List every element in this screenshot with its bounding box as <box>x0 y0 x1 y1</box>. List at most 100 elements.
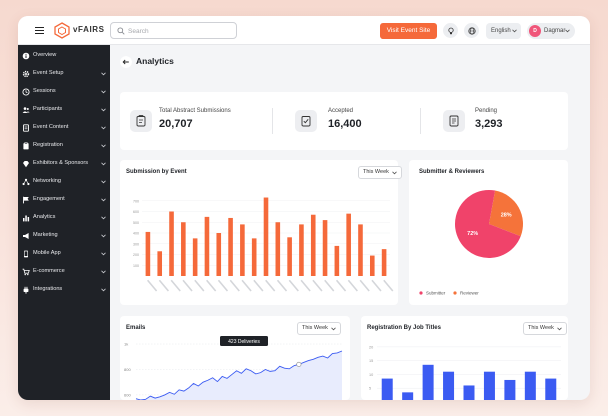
y-tick-label: 1k <box>124 342 128 347</box>
bar <box>381 378 393 400</box>
lightbulb-icon <box>447 27 454 34</box>
info-icon <box>22 52 30 60</box>
x-tick-label <box>229 279 240 292</box>
sidebar-item-engagement[interactable]: Engagement <box>18 192 110 208</box>
sidebar: Overview Event Setup Sessions Participants E… <box>18 45 110 400</box>
search-icon <box>117 27 125 35</box>
sidebar-item-analytics[interactable]: Analytics <box>18 210 110 226</box>
sidebar-item-sessions[interactable]: Sessions <box>18 84 110 100</box>
x-tick-label <box>253 279 264 292</box>
back-arrow-icon[interactable] <box>120 56 132 68</box>
hover-marker <box>296 361 302 367</box>
sidebar-item-overview[interactable]: Overview <box>18 48 110 64</box>
bar <box>463 385 475 400</box>
series-line <box>135 350 343 400</box>
bar <box>483 371 495 400</box>
tips-button[interactable] <box>443 23 458 38</box>
accepted-stat-icon-box <box>295 110 317 132</box>
select-value: This Week <box>302 325 328 331</box>
legend-dot <box>453 291 457 295</box>
x-tick-label <box>347 279 358 292</box>
sidebar-item-participants[interactable]: Participants <box>18 102 110 118</box>
sidebar-item-e-commerce[interactable]: E-commerce <box>18 264 110 280</box>
clock-icon <box>22 88 30 96</box>
card-title: Registration By Job Titles <box>367 325 441 331</box>
sidebar-item-event-setup[interactable]: Event Setup <box>18 66 110 82</box>
language-select[interactable]: English <box>486 23 521 39</box>
y-tick-label: 15 <box>369 359 373 363</box>
select-value: This Week <box>528 325 554 331</box>
x-tick-label <box>217 279 229 292</box>
user-name: Dagmar <box>544 28 566 34</box>
x-tick-label <box>335 279 347 292</box>
pie-slice <box>455 190 521 258</box>
stat-label: Pending <box>475 108 498 114</box>
menu-icon[interactable] <box>35 27 44 34</box>
chevron-down-icon <box>101 90 106 94</box>
chevron-down-icon <box>392 171 397 175</box>
y-tick-label: 700 <box>133 199 139 203</box>
bar <box>216 233 222 276</box>
sidebar-item-event-content[interactable]: Event Content <box>18 120 110 136</box>
vfairs-logo-icon <box>54 22 70 39</box>
stat-value: 16,400 <box>328 118 362 130</box>
y-tick-label: 200 <box>133 253 139 257</box>
bar <box>402 392 414 400</box>
clipboard-icon <box>23 142 29 150</box>
chevron-down-icon <box>101 180 106 184</box>
chevron-down-icon <box>101 270 106 274</box>
sidebar-item-registration[interactable]: Registration <box>18 138 110 154</box>
chevron-down-icon <box>101 126 106 130</box>
user-menu[interactable]: D Dagmar <box>527 23 575 39</box>
chevron-down-icon <box>101 252 106 256</box>
sidebar-item-mobile-app[interactable]: Mobile App <box>18 246 110 262</box>
chevron-down-icon <box>557 327 562 331</box>
language-globe-button[interactable] <box>464 23 479 38</box>
globe-icon <box>467 26 476 35</box>
sidebar-item-label: Mobile App <box>33 250 61 256</box>
sidebar-item-networking[interactable]: Networking <box>18 174 110 190</box>
sidebar-item-label: E-commerce <box>33 268 65 274</box>
gear-icon <box>22 70 30 78</box>
job-titles-card: Registration By Job Titles This Week 20 1… <box>361 316 568 400</box>
bar <box>381 249 387 276</box>
network-icon <box>22 178 30 186</box>
sidebar-item-label: Participants <box>33 106 63 112</box>
stat-value: 3,293 <box>475 118 503 130</box>
bar <box>422 364 434 400</box>
chevron-down-icon <box>101 234 106 238</box>
tooltip <box>220 336 268 346</box>
line-area <box>136 351 342 400</box>
emails-line-chart: 1k 800 600 423 Deliveries <box>124 336 343 400</box>
submitter-reviewers-pie-chart: 28% 72% Submitter Reviewer <box>419 190 523 296</box>
sidebar-item-exhibitors-sponsors[interactable]: Exhibitors & Sponsors <box>18 156 110 172</box>
document-icon <box>23 124 29 132</box>
document-icon <box>449 115 459 127</box>
time-filter-select[interactable]: This Week <box>297 322 341 335</box>
main-content: Analytics Total Abstract Submissions 20,… <box>110 45 590 400</box>
select-value: This Week <box>363 169 389 175</box>
sidebar-item-integrations[interactable]: Integrations <box>18 282 110 298</box>
legend-label: Reviewer <box>460 291 479 296</box>
x-tick-label <box>312 279 323 292</box>
stat-label: Accepted <box>328 108 354 114</box>
visit-event-site-button[interactable]: Visit Event Site <box>380 23 437 39</box>
sidebar-item-label: Sessions <box>33 88 56 94</box>
sidebar-item-marketing[interactable]: Marketing <box>18 228 110 244</box>
chevron-down-icon <box>101 144 106 148</box>
x-tick-label <box>300 279 311 292</box>
plug-icon <box>23 286 29 294</box>
bar <box>145 231 151 276</box>
search-box[interactable] <box>110 22 237 39</box>
bar <box>251 238 257 276</box>
bar-chart-icon <box>23 215 30 222</box>
bar <box>310 214 316 276</box>
x-tick-label <box>265 279 276 292</box>
y-tick-label: 5 <box>369 387 371 391</box>
time-filter-select[interactable]: This Week <box>523 322 567 335</box>
bar <box>524 371 536 400</box>
time-filter-select[interactable]: This Week <box>358 166 402 179</box>
bar <box>545 378 557 400</box>
bar <box>334 245 340 276</box>
search-input[interactable] <box>128 25 228 37</box>
